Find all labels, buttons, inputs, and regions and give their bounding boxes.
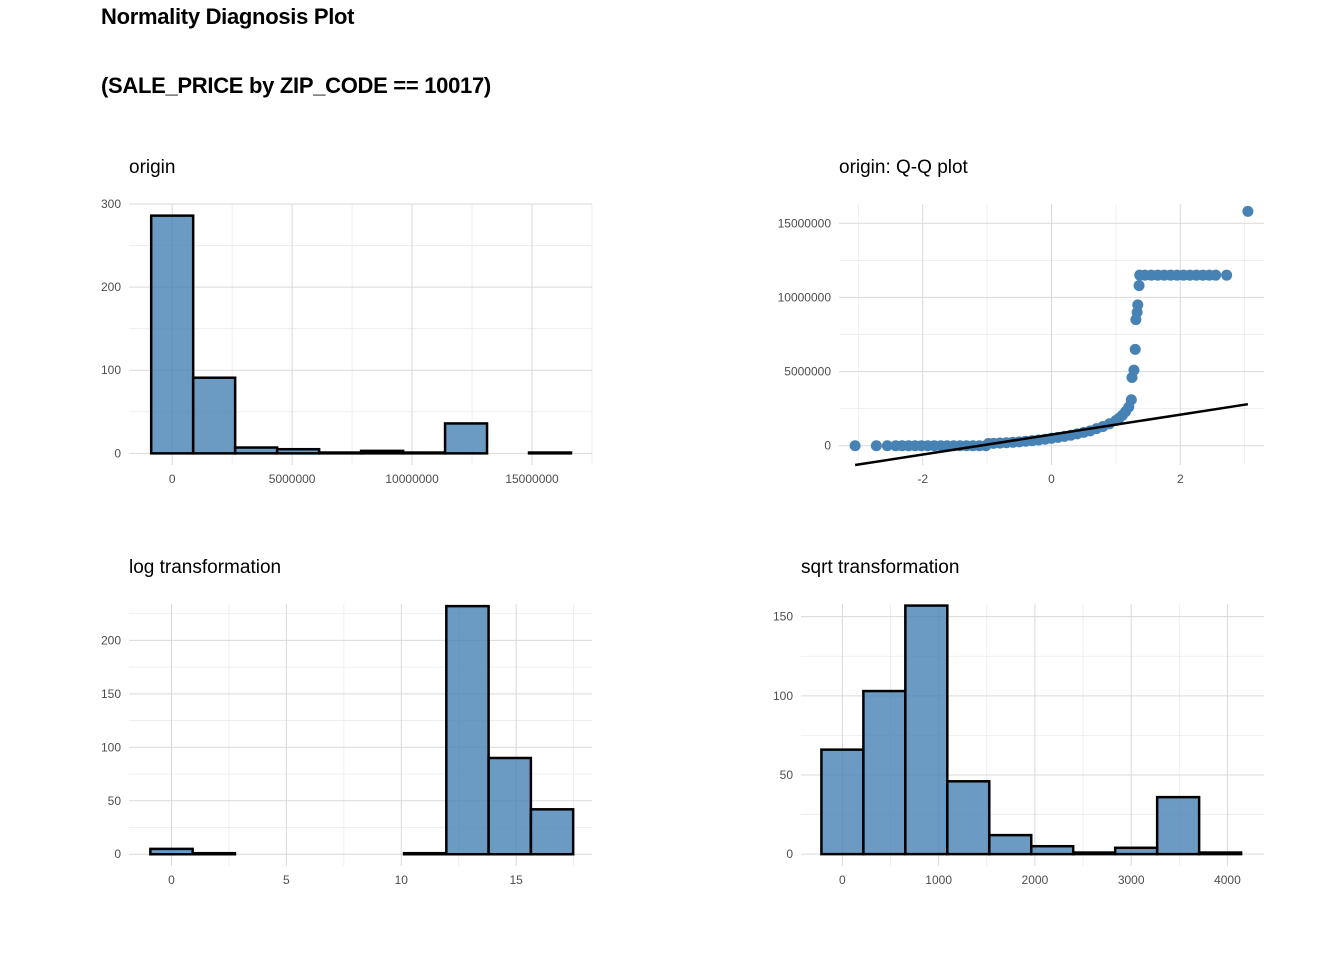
histogram-bar xyxy=(527,451,573,455)
y-tick-label: 150 xyxy=(101,687,121,701)
panel-title-origin: origin xyxy=(129,157,175,178)
qq-point xyxy=(881,440,893,452)
histogram-bar xyxy=(233,446,279,455)
qq-point xyxy=(1128,364,1140,376)
x-tick-label: 10000000 xyxy=(385,472,439,486)
histogram-bar xyxy=(487,756,533,856)
y-tick-label: 100 xyxy=(101,740,121,754)
y-tick-label: 0 xyxy=(114,847,121,861)
panel-title-qq: origin: Q-Q plot xyxy=(839,157,969,178)
x-tick-label: 5000000 xyxy=(269,472,316,486)
x-tick-label: 10 xyxy=(395,873,409,887)
panel-sqrt: sqrt transformation 0 1000 2000 3000 4000 0 50 1… xyxy=(773,557,1264,887)
y-tick-label: 50 xyxy=(108,794,122,808)
qq-point xyxy=(1242,205,1254,217)
histogram-bar xyxy=(149,214,195,455)
chart-title: Normality Diagnosis Plot xyxy=(101,4,355,29)
y-tick-label: 5000000 xyxy=(784,365,831,379)
x-tick-label: 0 xyxy=(168,873,175,887)
histogram-bar xyxy=(275,447,321,455)
histogram-bar xyxy=(1113,846,1159,856)
qq-point xyxy=(849,440,861,452)
histogram-bar xyxy=(1029,844,1075,856)
histogram-bar xyxy=(149,847,194,856)
histogram-bar xyxy=(1155,795,1201,856)
x-tick-label: 15000000 xyxy=(505,472,559,486)
y-tick-label: 0 xyxy=(824,439,831,453)
y-tick-label: 100 xyxy=(101,363,121,377)
qq-point xyxy=(1132,299,1144,311)
histogram-bar xyxy=(946,780,991,856)
x-tick-label: 2 xyxy=(1177,472,1184,486)
histogram-bar xyxy=(862,689,907,856)
histogram-bar xyxy=(529,808,575,856)
histogram-bar xyxy=(445,604,490,856)
histogram-bar xyxy=(359,449,405,455)
x-tick-label: -2 xyxy=(917,472,928,486)
y-tick-label: 0 xyxy=(114,446,121,460)
qq-point xyxy=(1210,269,1222,281)
qq-point xyxy=(870,440,882,452)
panel-qq: origin: Q-Q plot -2 0 2 0 5000000 10000000 1500… xyxy=(778,157,1264,486)
x-tick-label: 3000 xyxy=(1118,873,1145,887)
histogram-bar xyxy=(191,851,237,856)
histogram-bar xyxy=(402,851,448,856)
panel-title-log: log transformation xyxy=(129,557,281,578)
histogram-bar xyxy=(443,422,489,455)
y-tick-label: 15000000 xyxy=(778,216,832,230)
y-tick-label: 200 xyxy=(101,633,121,647)
qq-point xyxy=(1125,394,1137,406)
qq-point xyxy=(1129,343,1141,355)
y-tick-label: 0 xyxy=(786,847,793,861)
y-tick-label: 50 xyxy=(780,768,794,782)
x-tick-label: 0 xyxy=(839,873,846,887)
x-tick-label: 15 xyxy=(509,873,523,887)
histogram-bar xyxy=(1197,851,1243,856)
x-tick-label: 1000 xyxy=(925,873,952,887)
histogram-bar xyxy=(988,833,1033,856)
y-tick-label: 100 xyxy=(773,689,793,703)
panel-origin: origin 0 5000000 10000000 15000000 0 100 200 300 xyxy=(101,157,593,486)
chart-subtitle: (SALE_PRICE by ZIP_CODE == 10017) xyxy=(101,73,491,98)
histogram-bar xyxy=(1071,851,1117,856)
qq-reference-line xyxy=(854,402,1249,467)
histogram-bar xyxy=(904,604,949,856)
y-tick-label: 150 xyxy=(773,610,793,624)
panel-title-sqrt: sqrt transformation xyxy=(801,557,959,578)
histogram-bar xyxy=(191,376,237,455)
y-tick-label: 10000000 xyxy=(778,290,832,304)
histogram-bar xyxy=(317,451,363,455)
qq-point xyxy=(1133,280,1145,292)
x-tick-label: 4000 xyxy=(1214,873,1241,887)
x-tick-label: 0 xyxy=(169,472,176,486)
y-tick-label: 300 xyxy=(101,197,121,211)
x-tick-label: 5 xyxy=(283,873,290,887)
qq-point xyxy=(1221,269,1233,281)
histogram-bar xyxy=(401,451,447,455)
histogram-bar xyxy=(820,748,865,856)
x-tick-label: 2000 xyxy=(1022,873,1049,887)
x-tick-label: 0 xyxy=(1048,472,1055,486)
y-tick-label: 200 xyxy=(101,280,121,294)
